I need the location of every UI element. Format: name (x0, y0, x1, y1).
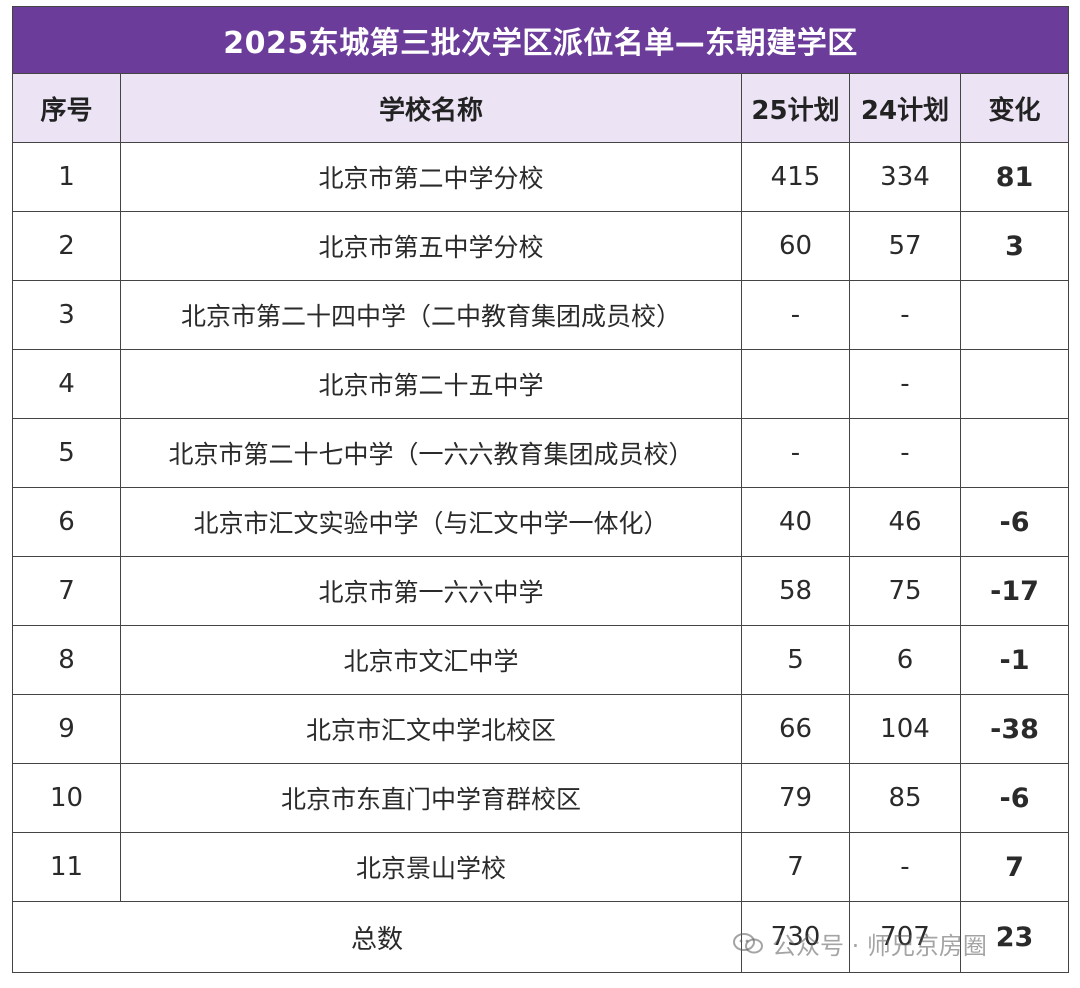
row-index: 7 (12, 556, 121, 626)
row-plan24: 46 (849, 487, 961, 557)
row-plan25: - (741, 280, 850, 350)
row-index: 8 (12, 625, 121, 695)
total-plan25: 730 (741, 901, 850, 973)
row-plan24: - (849, 418, 961, 488)
row-plan24: 104 (849, 694, 961, 764)
row-index: 5 (12, 418, 121, 488)
row-plan24: 6 (849, 625, 961, 695)
row-index: 4 (12, 349, 121, 419)
row-plan25: 58 (741, 556, 850, 626)
table-row: 8 北京市文汇中学 5 6 -1 (12, 625, 1070, 695)
table-row: 7 北京市第一六六中学 58 75 -17 (12, 556, 1070, 626)
header-plan24: 24计划 (849, 73, 961, 143)
row-change: -6 (959, 487, 1070, 557)
row-school-name: 北京市第一六六中学 (120, 556, 742, 626)
total-row: 总数 730 707 23 (12, 901, 1070, 973)
row-index: 1 (12, 142, 121, 212)
row-plan25: 7 (741, 832, 850, 902)
row-change: 3 (959, 211, 1070, 281)
row-school-name: 北京市第二十七中学（一六六教育集团成员校） (120, 418, 742, 488)
row-change: -17 (959, 556, 1070, 626)
row-plan25: 66 (741, 694, 850, 764)
row-change: 81 (959, 142, 1070, 212)
row-plan25: 79 (741, 763, 850, 833)
row-school-name: 北京市第二十五中学 (120, 349, 742, 419)
row-change (959, 280, 1070, 350)
row-index: 10 (12, 763, 121, 833)
table-row: 5 北京市第二十七中学（一六六教育集团成员校） - - (12, 418, 1070, 488)
row-change: -1 (959, 625, 1070, 695)
row-change: -38 (959, 694, 1070, 764)
row-plan24: 57 (849, 211, 961, 281)
table-row: 3 北京市第二十四中学（二中教育集团成员校） - - (12, 280, 1070, 350)
row-school-name: 北京市第二中学分校 (120, 142, 742, 212)
header-plan25: 25计划 (741, 73, 850, 143)
row-plan25: 415 (741, 142, 850, 212)
row-school-name: 北京景山学校 (120, 832, 742, 902)
row-school-name: 北京市第二十四中学（二中教育集团成员校） (120, 280, 742, 350)
row-change (959, 349, 1070, 419)
row-school-name: 北京市第五中学分校 (120, 211, 742, 281)
table-row: 1 北京市第二中学分校 415 334 81 (12, 142, 1070, 212)
header-row: 序号 学校名称 25计划 24计划 变化 (12, 73, 1070, 143)
table-row: 11 北京景山学校 7-7 (12, 832, 1070, 902)
row-plan25: 40 (741, 487, 850, 557)
row-index: 2 (12, 211, 121, 281)
table-row: 10 北京市东直门中学育群校区 79 85 -6 (12, 763, 1070, 833)
table-row: 4 北京市第二十五中学 - (12, 349, 1070, 419)
row-plan25: - (741, 418, 850, 488)
row-index: 3 (12, 280, 121, 350)
row-plan25: 60 (741, 211, 850, 281)
row-plan24: 85 (849, 763, 961, 833)
row-plan25 (741, 349, 850, 419)
row-plan24: 75 (849, 556, 961, 626)
row-plan24: - (849, 280, 961, 350)
row-plan24: 334 (849, 142, 961, 212)
row-school-name: 北京市文汇中学 (120, 625, 742, 695)
row-change: -6 (959, 763, 1070, 833)
title-row: 2025东城第三批次学区派位名单—东朝建学区 (11, 6, 1070, 74)
row-school-name: 北京市东直门中学育群校区 (120, 763, 742, 833)
school-allocation-table: 2025东城第三批次学区派位名单—东朝建学区 序号 学校名称 25计划 24计划… (11, 6, 1070, 973)
row-change (959, 418, 1070, 488)
total-plan24: 707 (849, 901, 961, 973)
header-change: 变化 (959, 73, 1070, 143)
header-index: 序号 (12, 73, 121, 143)
row-school-name: 北京市汇文中学北校区 (120, 694, 742, 764)
row-index: 6 (12, 487, 121, 557)
table-row: 9 北京市汇文中学北校区 66 104 -38 (12, 694, 1070, 764)
table-title: 2025东城第三批次学区派位名单—东朝建学区 (11, 6, 1070, 74)
total-label: 总数 (12, 901, 742, 973)
row-school-name: 北京市汇文实验中学（与汇文中学一体化） (120, 487, 742, 557)
row-plan24: - (849, 832, 961, 902)
total-change: 23 (959, 901, 1070, 973)
row-plan25: 5 (741, 625, 850, 695)
row-index: 9 (12, 694, 121, 764)
row-index: 11 (12, 832, 121, 902)
row-change: 7 (959, 832, 1070, 902)
header-school: 学校名称 (120, 73, 742, 143)
row-plan24: - (849, 349, 961, 419)
table-row: 6 北京市汇文实验中学（与汇文中学一体化） 40 46 -6 (12, 487, 1070, 557)
table-row: 2 北京市第五中学分校 60 57 3 (12, 211, 1070, 281)
